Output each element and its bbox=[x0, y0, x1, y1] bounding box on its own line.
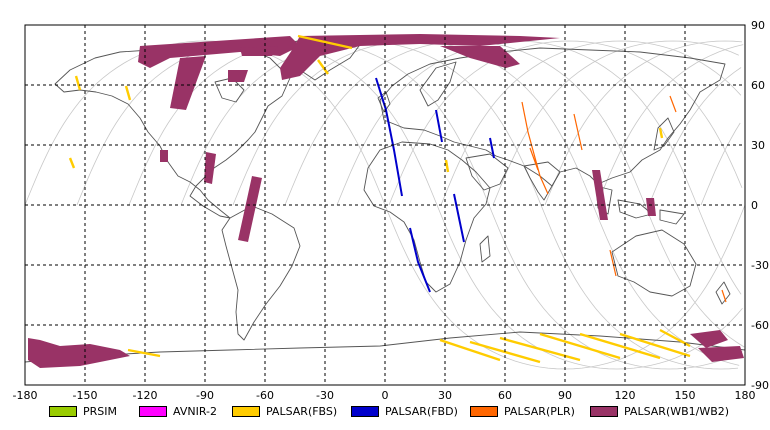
x-tick-label: -150 bbox=[73, 389, 98, 400]
legend-swatch-fbd bbox=[351, 405, 379, 417]
new-zealand-outline bbox=[715, 281, 731, 305]
world-map-plot: -180 -150 -120 -90 -60 -30 0 30 60 90 120 150 180 90… bbox=[13, 19, 769, 402]
legend-label-fbs: PALSAR(FBS) bbox=[266, 404, 338, 418]
legend-swatch-wb bbox=[590, 405, 618, 417]
legend-label-fbd: PALSAR(FBD) bbox=[385, 404, 458, 418]
wb-swath bbox=[240, 46, 278, 56]
x-tick-label: -120 bbox=[133, 389, 158, 400]
orbit-track bbox=[596, 44, 744, 206]
orbit-track bbox=[180, 40, 739, 370]
y-tick-label: 60 bbox=[751, 79, 765, 92]
wb-swath bbox=[138, 36, 300, 68]
legend-label-avnir2: AVNIR-2 bbox=[173, 404, 217, 418]
orbit-tracks bbox=[24, 40, 746, 370]
orbit-track bbox=[700, 122, 741, 206]
x-tick-label: 90 bbox=[558, 389, 572, 400]
legend-swatch-fbs bbox=[232, 405, 260, 417]
y-tick-label: -30 bbox=[751, 259, 769, 272]
fbd-swath bbox=[375, 77, 495, 293]
wb-swath bbox=[690, 330, 728, 348]
wb-swath bbox=[170, 56, 206, 110]
legend-swatch-avnir2 bbox=[139, 405, 167, 417]
x-tick-label: 60 bbox=[498, 389, 512, 400]
legend-swatch-prsim bbox=[49, 405, 77, 417]
lat-lon-grid bbox=[25, 25, 745, 385]
x-tick-label: -180 bbox=[13, 389, 38, 400]
fbs-swath bbox=[68, 34, 691, 364]
x-tick-label: -90 bbox=[196, 389, 214, 400]
japan-outline bbox=[653, 117, 675, 151]
wb-swath bbox=[280, 34, 560, 80]
orbit-track bbox=[544, 40, 743, 206]
wb-swath bbox=[28, 338, 130, 368]
legend-label-prsim: PRSIM bbox=[83, 404, 117, 418]
wb-swath bbox=[646, 198, 656, 216]
legend-item-fbd: PALSAR(FBD) bbox=[351, 404, 458, 418]
x-tick-label: 30 bbox=[438, 389, 452, 400]
x-tick-label: 180 bbox=[735, 389, 756, 400]
legend-item-wb: PALSAR(WB1/WB2) bbox=[590, 404, 729, 418]
wb-swath bbox=[238, 176, 262, 242]
wb-swath bbox=[204, 152, 216, 184]
south-america-outline bbox=[221, 205, 301, 341]
britain-outline bbox=[377, 91, 391, 113]
wb-swath bbox=[698, 346, 744, 362]
wb-swath bbox=[160, 150, 168, 162]
y-tick-label: -60 bbox=[751, 319, 769, 332]
orbit-track bbox=[388, 40, 743, 206]
x-tick-label: 120 bbox=[615, 389, 636, 400]
legend-item-avnir2: AVNIR-2 bbox=[139, 404, 217, 418]
wb-swath bbox=[440, 46, 520, 68]
y-tick-label: 30 bbox=[751, 139, 765, 152]
legend-label-wb: PALSAR(WB1/WB2) bbox=[624, 404, 730, 418]
orbit-track bbox=[440, 40, 742, 206]
legend: PRSIM AVNIR-2 PALSAR(FBS) PALSAR(FBD) PA… bbox=[0, 398, 770, 422]
wb-swath bbox=[228, 70, 248, 82]
y-axis-labels: 90 60 30 0 -30 -60 -90 bbox=[751, 19, 769, 392]
legend-swatch-plr bbox=[470, 405, 498, 417]
y-tick-label: 90 bbox=[751, 19, 765, 32]
x-tick-label: -30 bbox=[316, 389, 334, 400]
legend-item-fbs: PALSAR(FBS) bbox=[232, 404, 337, 418]
orbit-track bbox=[284, 40, 745, 348]
x-axis-labels: -180 -150 -120 -90 -60 -30 0 30 60 90 120 150 180 bbox=[13, 389, 756, 402]
australia-outline bbox=[611, 229, 697, 297]
legend-item-prsim: PRSIM bbox=[49, 404, 117, 418]
plr-swath bbox=[521, 95, 727, 303]
x-tick-label: -60 bbox=[256, 389, 274, 400]
legend-label-plr: PALSAR(PLR) bbox=[504, 404, 575, 418]
wb-swath bbox=[592, 170, 608, 220]
orbit-track bbox=[232, 40, 740, 366]
y-tick-label: -90 bbox=[751, 379, 769, 392]
x-tick-label: 0 bbox=[382, 389, 389, 400]
plot-frame bbox=[24, 24, 746, 386]
x-tick-label: 150 bbox=[675, 389, 696, 400]
arabia-outline bbox=[465, 153, 509, 191]
orbit-track bbox=[492, 40, 739, 206]
legend-item-plr: PALSAR(PLR) bbox=[470, 404, 575, 418]
madagascar-outline bbox=[479, 235, 491, 263]
orbit-track bbox=[648, 67, 742, 206]
orbit-track bbox=[128, 40, 743, 370]
y-tick-label: 0 bbox=[751, 199, 758, 212]
africa-outline bbox=[363, 141, 491, 293]
observation-swaths bbox=[28, 34, 744, 368]
scandinavia-outline bbox=[419, 61, 457, 107]
